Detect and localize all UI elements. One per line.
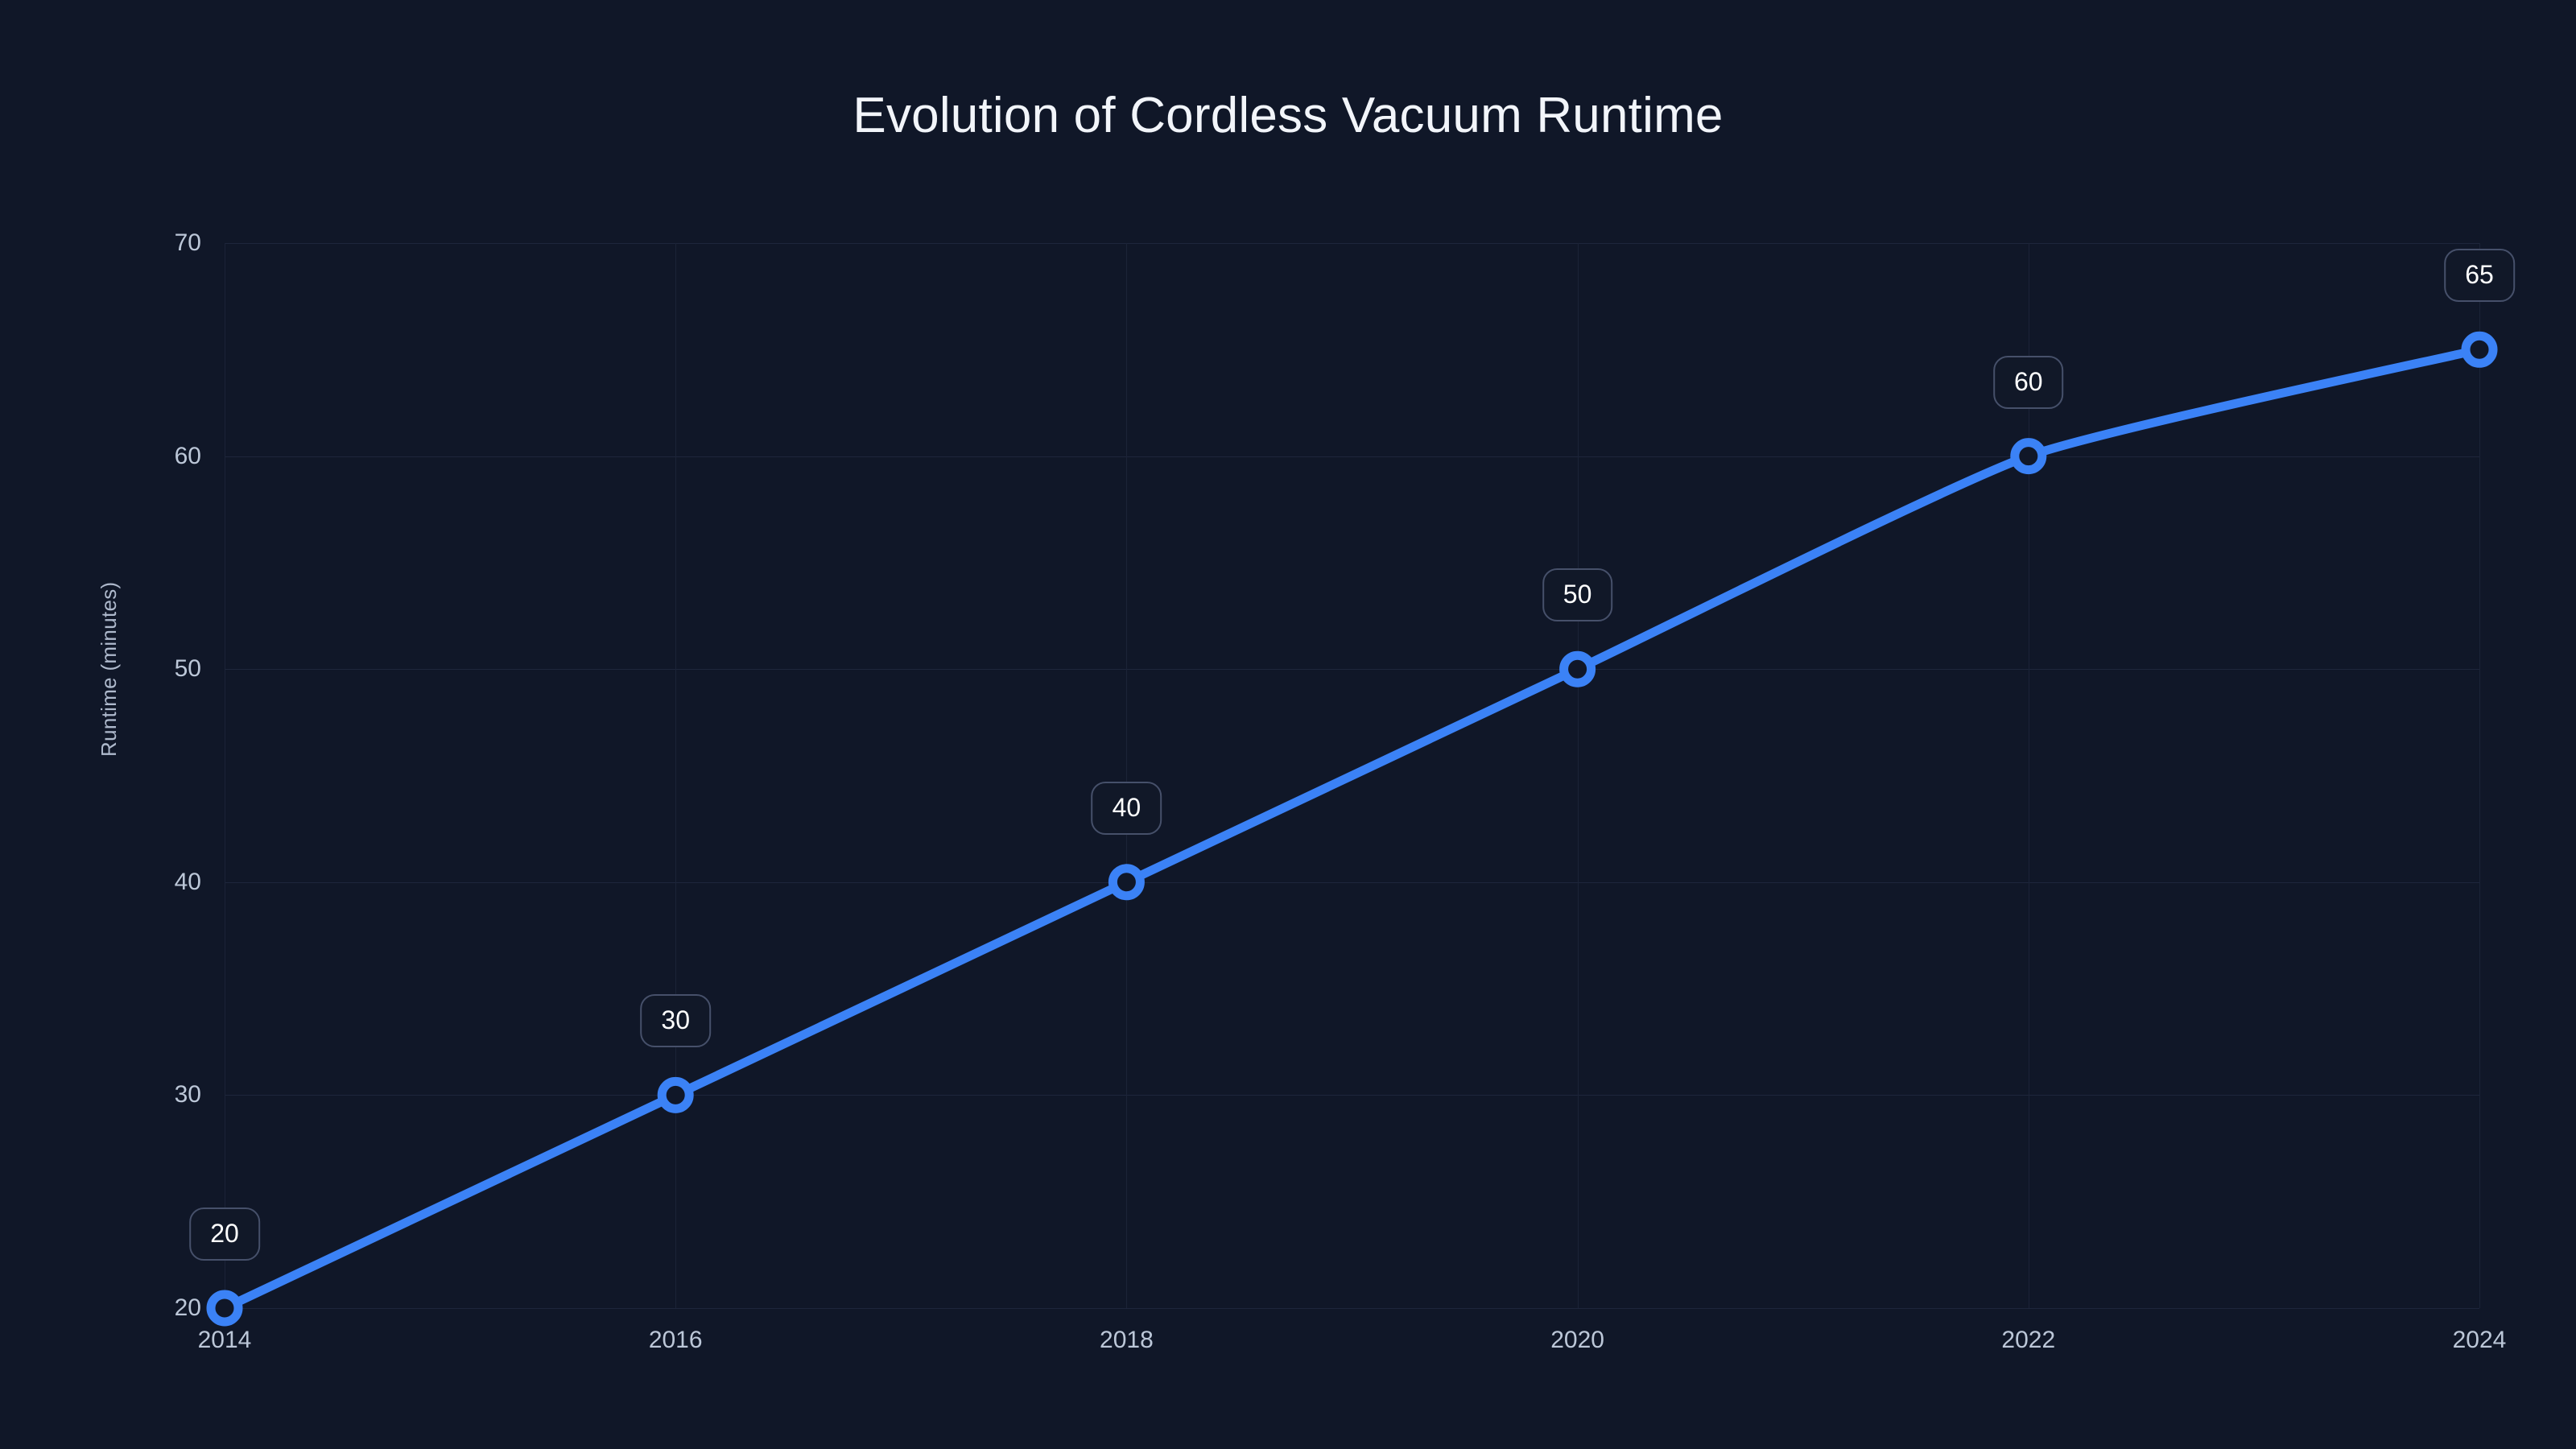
x-axis-tick-label: 2014 — [197, 1327, 252, 1353]
y-axis-tick-label: 70 — [174, 229, 201, 256]
x-axis-tick-label: 2022 — [2001, 1327, 2056, 1353]
y-axis-tick-label: 60 — [174, 442, 201, 469]
gridline-vertical — [1126, 243, 1128, 1308]
x-axis-tick-label: 2024 — [2452, 1327, 2507, 1353]
x-axis-tick-label: 2016 — [648, 1327, 703, 1353]
x-axis-tick-label: 2020 — [1550, 1327, 1604, 1353]
y-axis-tick-label: 20 — [174, 1294, 201, 1321]
gridline-vertical — [2479, 243, 2480, 1308]
gridline-horizontal — [225, 669, 2479, 671]
gridline-vertical — [1577, 243, 1579, 1308]
y-axis-tick-label: 40 — [174, 868, 201, 895]
data-point-value-badge: 40 — [1091, 781, 1162, 835]
gridline-horizontal — [225, 1095, 2479, 1096]
y-axis-tick-label: 30 — [174, 1081, 201, 1108]
data-point-value-badge: 30 — [640, 994, 711, 1048]
x-axis-tick-label: 2018 — [1100, 1327, 1154, 1353]
data-point-value-badge: 50 — [1542, 568, 1613, 622]
data-point-value-badge: 65 — [2444, 249, 2515, 303]
gridline-horizontal — [225, 881, 2479, 883]
data-point-value-badge: 20 — [189, 1208, 260, 1261]
gridline-horizontal — [225, 1308, 2479, 1309]
y-axis-tick-label: 50 — [174, 655, 201, 683]
gridline-horizontal — [225, 243, 2479, 244]
data-point-value-badge: 60 — [1993, 355, 2064, 409]
gridline-horizontal — [225, 456, 2479, 457]
chart-title: Evolution of Cordless Vacuum Runtime — [852, 88, 1724, 143]
y-axis-title: Runtime (minutes) — [97, 581, 121, 758]
plot-area — [225, 243, 2480, 1309]
gridline-vertical — [675, 243, 677, 1308]
